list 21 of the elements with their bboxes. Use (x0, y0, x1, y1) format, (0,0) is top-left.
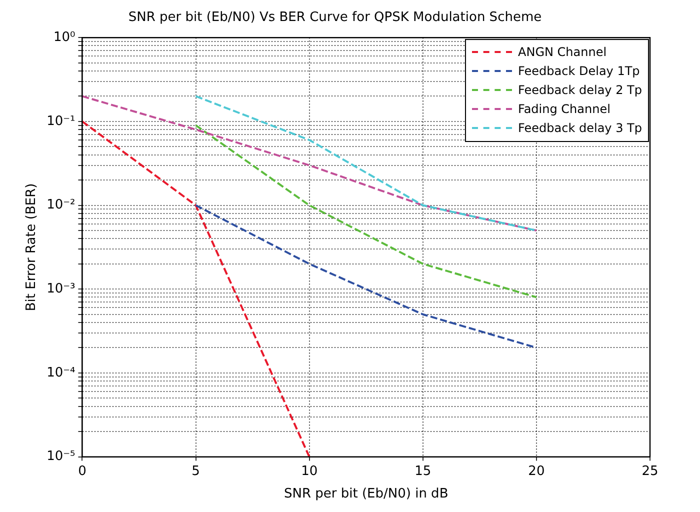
y-tick-label: 10⁻⁴ (46, 365, 76, 380)
x-axis-title: SNR per bit (Eb/N0) in dB (284, 486, 448, 502)
legend-label: ANGN Channel (518, 45, 607, 60)
legend-label: Feedback delay 2 Tp (518, 83, 642, 98)
y-axis-title: Bit Error Rate (BER) (24, 183, 40, 312)
y-tick-label: 10⁻³ (46, 281, 76, 296)
x-tick-label: 0 (78, 464, 86, 479)
y-tick-label: 10⁻² (46, 198, 76, 213)
line-series (194, 204, 538, 349)
y-tick-label: 10⁰ (53, 30, 76, 45)
chart-title: SNR per bit (Eb/N0) Vs BER Curve for QPSK Modulation Scheme (128, 10, 542, 26)
x-tick-label: 15 (414, 464, 432, 479)
x-tick-label: 20 (528, 464, 545, 479)
legend-label: Fading Channel (518, 102, 610, 116)
y-tick-label: 10⁻¹ (46, 114, 76, 129)
x-tick-label: 5 (192, 464, 200, 479)
legend-label: Feedback delay 3 Tp (518, 121, 642, 136)
legend-label: Feedback Delay 1Tp (518, 64, 640, 78)
x-tick-label: 25 (642, 464, 658, 479)
y-tick-label: 10⁻⁵ (46, 449, 76, 464)
x-tick-label: 10 (301, 464, 318, 479)
